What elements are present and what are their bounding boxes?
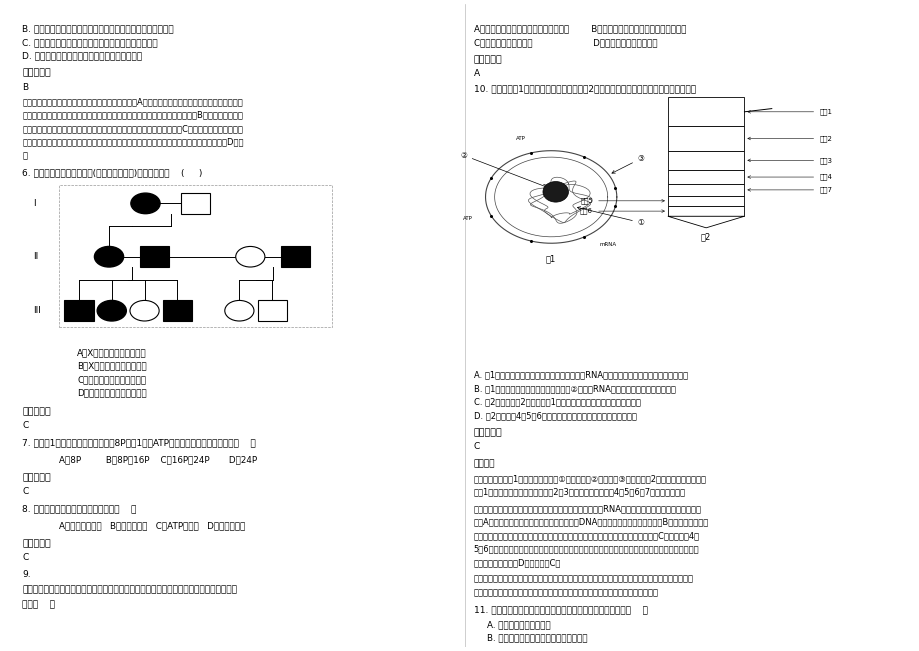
Text: ③: ③ bbox=[611, 154, 644, 173]
Text: 和复原，对于相关知识点的综合理解应用，把握知识点间的内在联系是解题的关键。: 和复原，对于相关知识点的综合理解应用，把握知识点间的内在联系是解题的关键。 bbox=[473, 589, 658, 598]
Text: C. 图2中，与细胞2相比，细胞1相对表面积较大，物质运输的效率较高: C. 图2中，与细胞2相比，细胞1相对表面积较大，物质运输的效率较高 bbox=[473, 398, 640, 406]
Circle shape bbox=[97, 300, 126, 321]
Circle shape bbox=[130, 193, 160, 214]
Text: C: C bbox=[22, 553, 28, 562]
Text: B. 图1说明核膜不具有选择透过性，其中②与某种RNA的合成以及核糖体的形成有关: B. 图1说明核膜不具有选择透过性，其中②与某种RNA的合成以及核糖体的形成有关 bbox=[473, 384, 675, 393]
Text: 细胞形态，保持细胞内部结构有序性的细胞骨架，细胞骨架是由蛋白质纤维组成的网架结构。D错误: 细胞形态，保持细胞内部结构有序性的细胞骨架，细胞骨架是由蛋白质纤维组成的网架结构… bbox=[22, 138, 244, 147]
Bar bbox=[257, 300, 287, 321]
Text: 因为（    ）: 因为（ ） bbox=[22, 600, 55, 609]
Text: 。: 。 bbox=[22, 151, 28, 160]
Text: 图2: 图2 bbox=[700, 232, 710, 242]
Circle shape bbox=[95, 247, 123, 267]
Bar bbox=[64, 300, 94, 321]
Text: 醇类物质，在卵巢和睾丸相应细胞的内质网上合成，不在核糖体上合成。C错误：真核细胞中有维持: 醇类物质，在卵巢和睾丸相应细胞的内质网上合成，不在核糖体上合成。C错误：真核细胞… bbox=[22, 124, 243, 133]
Bar bbox=[667, 126, 743, 150]
Text: A．X染色体上的显性遗传病: A．X染色体上的显性遗传病 bbox=[77, 348, 147, 357]
Bar bbox=[181, 193, 210, 214]
Text: 参考答案：: 参考答案： bbox=[22, 407, 51, 416]
Text: B．X染色体上的隐性遗传病: B．X染色体上的隐性遗传病 bbox=[77, 361, 147, 370]
Ellipse shape bbox=[542, 182, 568, 202]
Text: 参考答案：: 参考答案： bbox=[22, 473, 51, 482]
Text: B: B bbox=[22, 83, 28, 92]
Bar bbox=[59, 185, 332, 327]
Text: A．葡萄糖的分解   B．糖原的分解   C．ATP的水解   D．脂肪的分解: A．葡萄糖的分解 B．糖原的分解 C．ATP的水解 D．脂肪的分解 bbox=[59, 521, 245, 530]
Text: 【点睛】本题的知识点是细胞核的结构和功能，植物根尖不同区域的细胞的特点，植物细胞质壁分离: 【点睛】本题的知识点是细胞核的结构和功能，植物根尖不同区域的细胞的特点，植物细胞… bbox=[473, 575, 693, 584]
Text: 8. 细胞分裂所需要的能量直接来源于（    ）: 8. 细胞分裂所需要的能量直接来源于（ ） bbox=[22, 504, 137, 513]
Text: 液泡中的色素不能吸收光能，不可能用于光合作用。A错误：中心体存在于动物和某些低等植物的细: 液泡中的色素不能吸收光能，不可能用于光合作用。A错误：中心体存在于动物和某些低等… bbox=[22, 98, 243, 106]
Text: 7. 若测得1个高能磷酸键的化学能是8P，则1分子ATP完全水解放出的能量应该是（    ）: 7. 若测得1个高能磷酸键的化学能是8P，则1分子ATP完全水解放出的能量应该是… bbox=[22, 438, 255, 447]
Text: 10. 下图中，图1为细胞核的结构模式图，图2为植物根尖结构模式图，下列说法正确的是: 10. 下图中，图1为细胞核的结构模式图，图2为植物根尖结构模式图，下列说法正确… bbox=[473, 85, 695, 94]
Text: C: C bbox=[473, 443, 480, 451]
Bar bbox=[281, 247, 310, 267]
Text: 分离和复原的材料。D错误。故选C。: 分离和复原的材料。D错误。故选C。 bbox=[473, 558, 561, 567]
Bar bbox=[667, 98, 743, 126]
Circle shape bbox=[224, 300, 254, 321]
Text: D. 纤维素组成的细胞骨架与细胞形态的维持有关: D. 纤维素组成的细胞骨架与细胞形态的维持有关 bbox=[22, 51, 142, 61]
Text: 细胞3: 细胞3 bbox=[747, 157, 832, 163]
Text: ATP: ATP bbox=[516, 136, 526, 141]
Text: D．常染色体上的隐性遗传病: D．常染色体上的隐性遗传病 bbox=[77, 389, 147, 398]
Text: ①: ① bbox=[577, 206, 644, 227]
Text: 参考答案：: 参考答案： bbox=[22, 68, 51, 77]
Bar bbox=[667, 206, 743, 216]
Text: D. 图2中，细胞4、5、6都可以作为植物细胞质壁分离和复原的材料: D. 图2中，细胞4、5、6都可以作为植物细胞质壁分离和复原的材料 bbox=[473, 411, 636, 420]
Text: A．组成皮肤的化学元素或合成场所不同        B．组成蛋白质的氨基酸种类和数量不同: A．组成皮肤的化学元素或合成场所不同 B．组成蛋白质的氨基酸种类和数量不同 bbox=[473, 25, 686, 34]
Bar bbox=[667, 184, 743, 196]
Text: 细胞5: 细胞5 bbox=[580, 197, 664, 204]
Text: 9.: 9. bbox=[22, 570, 31, 579]
Text: 参考答案：: 参考答案： bbox=[473, 55, 502, 64]
Text: 细胞4: 细胞4 bbox=[747, 174, 831, 180]
Text: 细胞1有根毛，是成熟区细胞，细胞2、3是伸长区细胞，细胞4、5、6、7是分生区细胞。: 细胞1有根毛，是成熟区细胞，细胞2、3是伸长区细胞，细胞4、5、6、7是分生区细… bbox=[473, 488, 685, 497]
Text: A. 摩尔根的果蝇杂交实验: A. 摩尔根的果蝇杂交实验 bbox=[487, 620, 550, 629]
Bar bbox=[163, 300, 192, 321]
Text: A. 图1说明核膜由两层磷脂分子组成，蛋白质、RNA等生物大分子可以穿过核膜进出细胞核: A. 图1说明核膜由两层磷脂分子组成，蛋白质、RNA等生物大分子可以穿过核膜进出… bbox=[473, 370, 687, 380]
Text: 5、6都可以作为植物细胞质壁分离和复原的材料是分生区细胞，没有大液泡，不能作为植物细胞质壁: 5、6都可以作为植物细胞质壁分离和复原的材料是分生区细胞，没有大液泡，不能作为植… bbox=[473, 545, 698, 553]
Text: 细胞2: 细胞2 bbox=[747, 135, 831, 142]
Text: 胞中，由两个相互垂直排列的中心粒及周围物质组成，与细胞的有丝分裂有关。B正确：性激素为固: 胞中，由两个相互垂直排列的中心粒及周围物质组成，与细胞的有丝分裂有关。B正确：性… bbox=[22, 111, 243, 120]
Circle shape bbox=[235, 247, 265, 267]
Text: II: II bbox=[33, 252, 39, 261]
Text: C．氨基酸排列顺序不同                      D．蛋白质的空间结构不同: C．氨基酸排列顺序不同 D．蛋白质的空间结构不同 bbox=[473, 38, 656, 48]
Bar bbox=[667, 170, 743, 184]
Bar bbox=[667, 150, 743, 170]
Text: III: III bbox=[33, 306, 41, 315]
Text: 图1: 图1 bbox=[546, 255, 556, 264]
Bar bbox=[667, 196, 743, 206]
Text: 【详解】核膜由两层膜组成的，共四层磷脂分子，蛋白质、RNA等生物大分子可以穿过核膜进出细胞: 【详解】核膜由两层膜组成的，共四层磷脂分子，蛋白质、RNA等生物大分子可以穿过核… bbox=[473, 504, 701, 513]
Text: B. 中心体存在于动物和某些低等植物细胞中，与有丝分裂有关: B. 中心体存在于动物和某些低等植物细胞中，与有丝分裂有关 bbox=[22, 25, 174, 34]
Text: B. 孟德尔的豌豆一对相对性状的杂交实验: B. 孟德尔的豌豆一对相对性状的杂交实验 bbox=[487, 633, 587, 643]
Text: C: C bbox=[22, 421, 28, 430]
Text: ATP: ATP bbox=[462, 215, 472, 221]
Text: A: A bbox=[473, 69, 480, 78]
Text: 核。A错误：核孔对物质的运输具有选择性，如DNA不可以穿过核孔进出细胞核。B错误：与伸长区细: 核。A错误：核孔对物质的运输具有选择性，如DNA不可以穿过核孔进出细胞核。B错误… bbox=[473, 518, 709, 527]
Text: 细胞1: 细胞1 bbox=[747, 109, 832, 115]
Text: 细胞6: 细胞6 bbox=[580, 208, 664, 214]
Text: C: C bbox=[22, 488, 28, 497]
Text: 6. 下列遗传图谱表示的疾病(涂黑的是患病者)的遗传方式为    (     ): 6. 下列遗传图谱表示的疾病(涂黑的是患病者)的遗传方式为 ( ) bbox=[22, 168, 202, 177]
Text: 分析题图可知，图1是细胞核的结构，①是染色质，②是核仁，③是核孔；图2是植物根尖结构模式图: 分析题图可知，图1是细胞核的结构，①是染色质，②是核仁，③是核孔；图2是植物根尖… bbox=[473, 474, 706, 483]
Text: 【分析】: 【分析】 bbox=[473, 459, 494, 468]
Text: A．8P         B．8P～16P    C．16P～24P       D．24P: A．8P B．8P～16P C．16P～24P D．24P bbox=[59, 455, 256, 464]
Text: C．常染色体上的显性遗传病: C．常染色体上的显性遗传病 bbox=[77, 375, 146, 384]
Text: 人体的肌肉主要是由蛋白质构成的，但骨骼肌、心肌、平滑肌的功能各不相同，这不可能是: 人体的肌肉主要是由蛋白质构成的，但骨骼肌、心肌、平滑肌的功能各不相同，这不可能是 bbox=[22, 585, 237, 594]
Text: mRNA: mRNA bbox=[599, 242, 616, 247]
Text: 细胞7: 细胞7 bbox=[747, 187, 832, 193]
Text: 11. 下列各项中，能证明基因与染色体具有平行关系的实验是（    ）: 11. 下列各项中，能证明基因与染色体具有平行关系的实验是（ ） bbox=[473, 605, 647, 614]
Bar bbox=[140, 247, 169, 267]
Text: I: I bbox=[33, 199, 36, 208]
Text: ②: ② bbox=[460, 150, 551, 189]
Circle shape bbox=[130, 300, 159, 321]
Text: 参考答案：: 参考答案： bbox=[22, 539, 51, 548]
Text: 参考答案：: 参考答案： bbox=[473, 428, 502, 437]
Polygon shape bbox=[667, 216, 743, 228]
Text: 胞相比，成熟区细胞具有根毛，扩大了与土壤接触的面积，提高了物质运输的效率。C正确：细胞4、: 胞相比，成熟区细胞具有根毛，扩大了与土壤接触的面积，提高了物质运输的效率。C正确… bbox=[473, 531, 699, 540]
Text: C. 内质网上核糖体合成的性激素与生殖细胞的形成有关: C. 内质网上核糖体合成的性激素与生殖细胞的形成有关 bbox=[22, 38, 158, 48]
